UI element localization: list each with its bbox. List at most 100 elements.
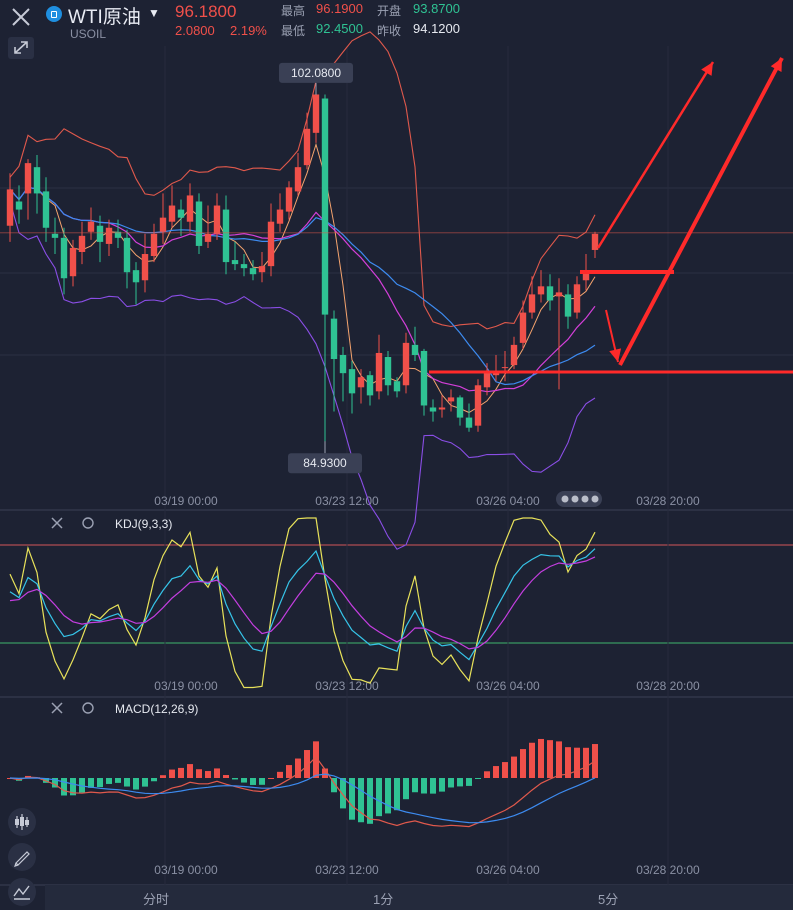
candle-body [420,350,428,406]
candle-body [339,354,347,374]
macd-dif-line [9,756,596,828]
settings-icon [82,517,94,529]
macd-histogram-bar [52,778,58,788]
macd-histogram-bar [313,741,319,778]
macd-histogram-bar [349,778,355,820]
down-arrow [605,309,622,363]
pagination-dot [561,495,569,503]
tab-timeshare[interactable]: 分时 [143,892,170,907]
candle-body [96,225,104,242]
macd-dea-line [9,773,596,824]
arrow-shaft [618,57,784,366]
low-value: 92.4500 [316,21,363,36]
x-tick-label: 03/26 04:00 [476,863,540,877]
kdj-d-line [9,556,596,650]
open-value: 93.8700 [413,1,460,16]
candle-body [564,294,572,317]
settings-icon [82,702,94,714]
macd-histogram-bar [331,778,337,793]
macd-histogram-bar [538,738,544,778]
candle-body [591,233,599,250]
candle-body [582,272,590,281]
prev-close-value: 94.1200 [413,21,460,36]
indicator-icon[interactable] [8,878,36,906]
candle-body [402,342,410,386]
candle-body [69,247,77,277]
macd-histogram-bar [583,747,589,778]
candle-body [465,417,473,428]
macd-histogram-bar [529,742,535,778]
price-change: 2.0800 [175,23,215,38]
macd-histogram-bar [394,778,400,811]
macd-histogram-bar [448,778,454,788]
candle-body [150,233,158,257]
kdj-k-line [9,548,596,661]
callout-box [279,62,353,83]
x-tick-label: 03/28 20:00 [636,679,700,693]
macd-histogram-bar [214,768,220,778]
candle-body [6,189,14,226]
candle-body [366,375,374,396]
macd-histogram-bar [160,775,166,778]
pencil-icon[interactable] [8,843,36,871]
macd-histogram-bar [286,765,292,778]
open-label: 开盘 [377,4,402,18]
macd-histogram-bar [241,778,247,783]
candle-body [546,286,554,301]
macd-histogram-bar [511,756,517,778]
macd-histogram-bar [268,777,274,779]
candle-body [204,233,212,242]
macd-histogram-bar [61,778,67,796]
candle-body [267,221,275,267]
candlesticks [6,94,599,442]
candle-body [501,367,509,369]
macd-histogram-bar [205,771,211,778]
candle-body [438,407,446,410]
arrow-shaft [596,61,715,249]
price-change-percent: 2.19% [230,23,267,38]
macd-histogram-bar [295,758,301,778]
x-tick-label: 03/26 04:00 [476,679,540,693]
chevron-down-icon[interactable]: ▼ [148,6,160,20]
expand-icon[interactable] [8,37,34,59]
macd-histogram-bar [466,778,472,786]
x-tick-label: 03/19 00:00 [154,679,218,693]
callout-text: 84.9300 [303,456,347,470]
candle-body [132,270,140,283]
tab-5min[interactable]: 5分 [598,892,619,907]
macd-histogram-bar [412,778,418,793]
close-icon[interactable] [8,4,34,30]
pagination-dot [571,495,579,503]
arrow-head [609,348,622,362]
macd-histogram-bar [106,778,112,784]
ma-long-line [9,186,596,386]
candle-body [510,344,518,366]
symbol-name[interactable]: WTI原油 [68,7,141,28]
candle-body [357,377,365,388]
candle-body [159,217,167,232]
macd-histogram-bar [502,762,508,778]
macd-histogram-bar [547,740,553,778]
kdj-lines: KDJ(9,3,3) [9,517,596,689]
prev-close-label: 昨收 [377,24,402,38]
candle-body [573,284,581,313]
macd-histogram-bar [196,769,202,778]
candle-body [141,254,149,281]
macd-histogram-bar [97,778,103,788]
candle-body [555,292,563,297]
candle-body [321,98,329,315]
candlestick-type-icon[interactable] [8,808,36,836]
macd-histogram-bar [565,747,571,778]
macd-plot: MACD(12,26,9) [7,702,598,828]
macd-histogram-bar [430,778,436,794]
macd-histogram-bar [250,778,256,785]
annotations: 102.0800 84.9300 [0,57,793,474]
high-label: 最高 [281,4,306,18]
tab-1min[interactable]: 1分 [373,892,394,907]
macd-histogram-bar [169,769,175,778]
symbol-logo-icon [46,6,62,22]
pagination-pill [556,491,602,507]
macd-histogram-bar [304,750,310,778]
x-axis-labels: 03/19 00:00 03/23 12:00 03/26 04:00 03/28 2… [154,491,700,877]
